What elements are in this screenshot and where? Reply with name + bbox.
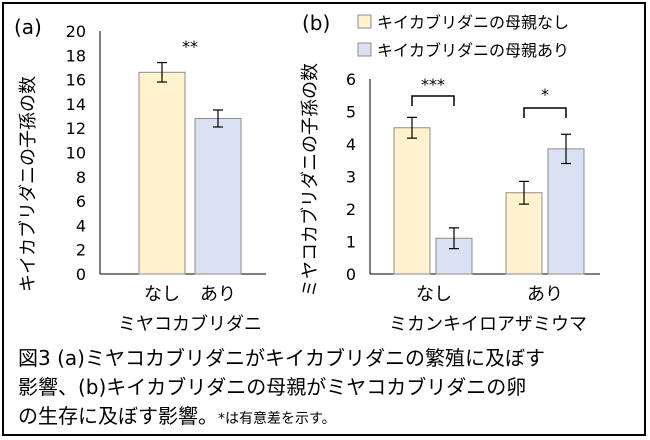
y-tick-label: 6 <box>346 70 356 89</box>
bar <box>194 117 242 275</box>
y-tick-label: 20 <box>66 22 86 41</box>
panel-a-label: (a) <box>14 15 42 39</box>
panel-b-yticks: 0 1 2 3 4 5 6 <box>346 70 356 284</box>
figure-frame: (a) キイカブリダニの子孫の数 0 2 4 6 8 10 12 14 16 18 20 ** なし… <box>2 2 646 436</box>
legend-label-with-mother: キイカブリダニの母親あり <box>377 41 569 60</box>
y-tick-label: 8 <box>76 168 86 187</box>
panel-a-ylabel: キイカブリダニの子孫の数 <box>17 76 39 292</box>
legend-swatch-no-mother <box>357 14 372 29</box>
caption-line-2: 影響、(b)キイカブリダニの母親がミヤコカブリダニの卵 <box>18 375 527 399</box>
panel-b-significance: *** * <box>411 75 567 118</box>
significance-bracket-1 <box>411 95 455 106</box>
y-tick-label: 3 <box>346 168 356 187</box>
panel-a-yticks: 0 2 4 6 8 10 12 14 16 18 20 <box>66 22 86 284</box>
bar <box>505 192 543 275</box>
y-tick-label: 4 <box>346 135 356 154</box>
y-tick-label: 5 <box>346 103 356 122</box>
figure-caption: 図3 (a)ミヤコカブリダニがキイカブリダニの繁殖に及ぼす 影響、(b)キイカブ… <box>18 344 638 434</box>
panel-b-xlabel: ミカンキイロアザミウマ <box>389 314 587 335</box>
y-tick-label: 16 <box>66 71 86 90</box>
bar <box>435 237 473 275</box>
panel-a-category-label: なし <box>144 284 180 305</box>
y-tick-label: 12 <box>66 119 86 138</box>
significance-bracket-2 <box>523 107 567 118</box>
legend-swatch-with-mother <box>357 42 372 57</box>
y-tick-label: 2 <box>76 241 86 260</box>
y-tick-label: 10 <box>66 144 86 163</box>
legend-label-no-mother: キイカブリダニの母親なし <box>377 13 569 32</box>
caption-line-3-text: の生存に及ぼす影響。 <box>18 404 218 428</box>
y-tick-label: 6 <box>76 192 86 211</box>
panel-b: (b) ミヤコカブリダニの子孫の数 0 1 2 3 4 5 6 *** * なし あり ミカ… <box>299 11 600 335</box>
caption-line-3: の生存に及ぼす影響。*は有意差を示す。 <box>18 402 638 434</box>
significance-label-2: * <box>541 85 549 104</box>
panel-b-ylabel: ミヤコカブリダニの子孫の数 <box>299 63 321 297</box>
y-tick-label: 14 <box>66 95 86 114</box>
panel-b-category-label: なし <box>416 284 452 305</box>
panel-a-bars <box>138 61 242 275</box>
panel-a-category-label: あり <box>200 284 236 305</box>
caption-note: *は有意差を示す。 <box>218 411 336 427</box>
y-tick-label: 0 <box>76 265 86 284</box>
significance-label-1: *** <box>421 75 445 94</box>
bar <box>138 71 186 275</box>
caption-line-1: 図3 (a)ミヤコカブリダニがキイカブリダニの繁殖に及ぼす <box>18 346 545 370</box>
panel-a-xlabel: ミヤコカブリダニ <box>118 313 262 335</box>
y-tick-label: 1 <box>346 233 356 252</box>
panel-b-category-label: あり <box>527 284 563 305</box>
bar <box>393 127 431 275</box>
panel-b-label: (b) <box>302 11 330 35</box>
panel-a: (a) キイカブリダニの子孫の数 0 2 4 6 8 10 12 14 16 18 20 ** なし… <box>14 15 266 335</box>
legend: キイカブリダニの母親なし キイカブリダニの母親あり <box>357 13 569 60</box>
panel-a-significance: ** <box>182 37 198 56</box>
y-tick-label: 0 <box>346 265 356 284</box>
y-tick-label: 4 <box>76 216 86 235</box>
panel-b-bars <box>393 116 585 275</box>
y-tick-label: 18 <box>66 46 86 65</box>
y-tick-label: 2 <box>346 200 356 219</box>
bar <box>547 148 585 275</box>
